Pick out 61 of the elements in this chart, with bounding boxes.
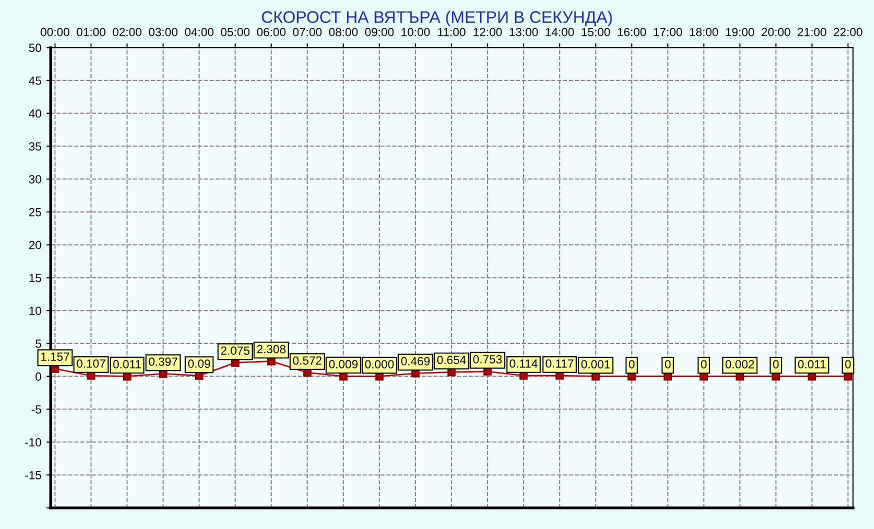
data-label: 0	[773, 360, 779, 368]
data-label: 0.002	[726, 360, 754, 368]
x-tick-label: 12:00	[474, 28, 502, 36]
y-tick-label: -10	[25, 438, 42, 446]
data-label: 0.09	[188, 360, 210, 368]
y-tick-label: -5	[32, 405, 42, 414]
data-label: 0.753	[473, 355, 502, 364]
x-tick-label: 02:00	[112, 28, 142, 36]
y-tick-label: 0	[36, 372, 42, 381]
y-tick-label: 10	[29, 306, 42, 315]
data-label: 0.107	[76, 359, 106, 368]
data-label: 0	[628, 360, 635, 368]
x-tick-label: 05:00	[220, 28, 250, 36]
x-tick-label: 13:00	[510, 28, 538, 36]
x-tick-label: 06:00	[256, 28, 286, 36]
chart-title: СКОРОСТ НА ВЯТЪРА (МЕТРИ В СЕКУНДА)	[262, 10, 612, 26]
x-tick-label: 09:00	[365, 28, 394, 36]
data-label: 0.009	[329, 360, 358, 368]
data-label: 0.011	[113, 360, 141, 368]
x-tick-label: 14:00	[546, 28, 574, 36]
data-label: 0.000	[365, 360, 394, 368]
x-tick-label: 17:00	[654, 28, 682, 36]
y-tick-label: 45	[28, 76, 42, 85]
x-tick-label: 01:00	[76, 28, 106, 36]
data-label: 0.469	[401, 357, 430, 366]
x-tick-label: 18:00	[690, 28, 718, 36]
y-tick-label: 40	[28, 109, 42, 118]
x-tick-label: 19:00	[726, 28, 754, 36]
data-label: 0.654	[437, 356, 466, 364]
y-tick-label: 50	[29, 44, 42, 52]
y-tick-label: 35	[28, 142, 42, 151]
x-tick-label: 15:00	[582, 28, 610, 36]
x-tick-label: 00:00	[40, 28, 70, 36]
data-label: 0	[664, 360, 671, 368]
x-tick-label: 20:00	[762, 28, 790, 36]
data-label: 0	[845, 360, 851, 368]
x-tick-label: 10:00	[402, 28, 430, 36]
data-label: 2.075	[221, 346, 250, 355]
x-tick-label: 22:00	[834, 28, 862, 36]
x-tick-label: 04:00	[184, 28, 214, 36]
x-tick-label: 03:00	[148, 28, 178, 36]
data-label: 0	[700, 360, 707, 368]
data-label: 2.308	[257, 344, 286, 354]
x-tick-label: 16:00	[618, 28, 646, 36]
data-label: 0.011	[798, 360, 826, 368]
data-label: 0.117	[546, 359, 574, 368]
x-tick-label: 21:00	[798, 28, 826, 36]
data-label: 1.157	[41, 352, 70, 361]
y-tick-label: 15	[29, 274, 42, 282]
data-label: 0.001	[581, 360, 610, 368]
data-label: 0.114	[510, 359, 538, 368]
data-label: 0.397	[148, 357, 178, 366]
x-tick-label: 07:00	[293, 28, 322, 36]
x-tick-label: 08:00	[329, 28, 358, 36]
y-tick-label: 20	[29, 240, 42, 250]
y-tick-label: -15	[25, 471, 42, 480]
y-tick-label: 30	[28, 175, 42, 184]
data-label: 0.572	[293, 356, 322, 365]
y-tick-label: 25	[29, 208, 42, 216]
x-tick-label: 11:00	[438, 28, 466, 36]
y-tick-label: 5	[36, 340, 42, 348]
